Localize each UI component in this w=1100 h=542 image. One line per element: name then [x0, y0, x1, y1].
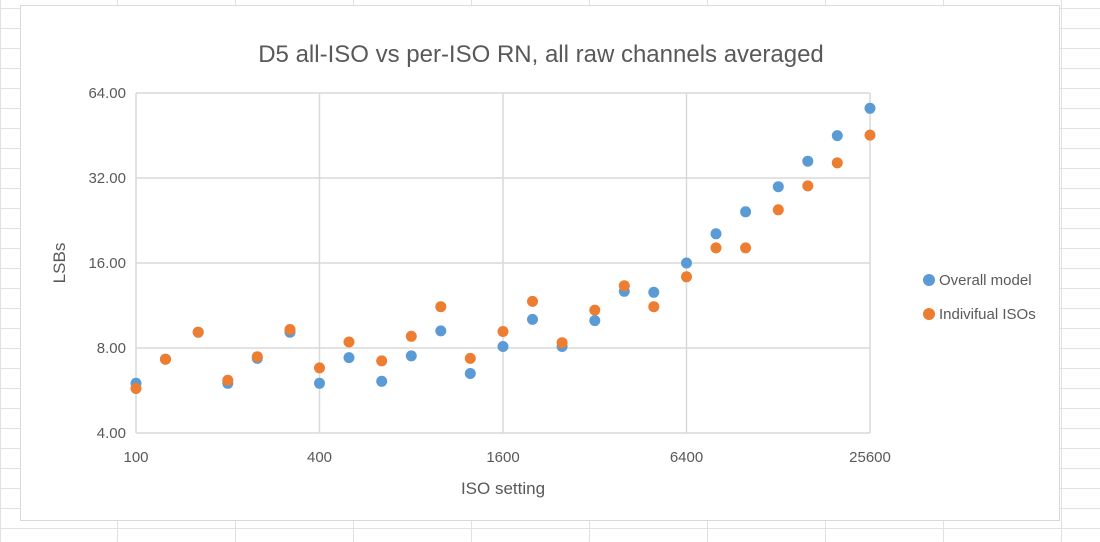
- individual-iso-point[interactable]: [251, 351, 263, 363]
- x-tick-label: 100: [123, 449, 148, 466]
- overall-model-point[interactable]: [772, 181, 784, 193]
- overall-model-point[interactable]: [831, 130, 843, 142]
- axis-ticks: 4.00 8.00 16.00 32.00 64.00 100 400 1600 6400 256…: [88, 85, 890, 466]
- overall-model-point[interactable]: [589, 315, 601, 327]
- y-tick-label: 32.00: [88, 170, 126, 187]
- overall-model-point[interactable]: [405, 350, 417, 362]
- overall-model-point[interactable]: [343, 352, 355, 364]
- y-axis-title[interactable]: LSBs: [50, 243, 69, 284]
- individual-iso-point[interactable]: [831, 157, 843, 169]
- overall-model-point[interactable]: [497, 341, 509, 352]
- y-tick-label: 4.00: [97, 425, 126, 442]
- individual-iso-point[interactable]: [464, 352, 476, 364]
- individual-iso-point[interactable]: [589, 304, 601, 316]
- individual-iso-point[interactable]: [497, 326, 509, 337]
- x-tick-label: 25600: [849, 449, 891, 466]
- overall-model-point[interactable]: [864, 102, 876, 114]
- individual-iso-point[interactable]: [130, 383, 142, 394]
- y-tick-label: 8.00: [97, 340, 126, 357]
- legend-label-overall-model: Overall model: [939, 272, 1032, 289]
- scatter-chart: 4.00 8.00 16.00 32.00 64.00 100 400 1600 6400 256…: [50, 41, 1036, 498]
- x-tick-label: 1600: [486, 449, 519, 466]
- chart-area[interactable]: 4.00 8.00 16.00 32.00 64.00 100 400 1600 6400 256…: [20, 5, 1060, 521]
- overall-model-point[interactable]: [710, 228, 722, 240]
- overall-model-point[interactable]: [740, 206, 752, 218]
- individual-iso-point[interactable]: [864, 129, 876, 141]
- individual-iso-point[interactable]: [405, 330, 417, 342]
- individual-iso-point[interactable]: [648, 301, 660, 313]
- gridlines: [135, 92, 871, 434]
- legend-marker-individual-isos: [923, 308, 935, 320]
- overall-model-point[interactable]: [435, 325, 447, 337]
- individual-iso-point[interactable]: [772, 204, 784, 216]
- chart-title[interactable]: D5 all-ISO vs per-ISO RN, all raw channe…: [258, 41, 824, 68]
- y-tick-label: 16.00: [88, 255, 126, 272]
- legend[interactable]: Overall model Indivifual ISOs: [923, 272, 1036, 323]
- individual-iso-point[interactable]: [376, 355, 388, 367]
- individual-iso-point[interactable]: [435, 301, 447, 313]
- overall-model-point[interactable]: [464, 368, 476, 379]
- individual-iso-point[interactable]: [527, 295, 538, 307]
- individual-iso-point[interactable]: [802, 180, 814, 192]
- individual-iso-point[interactable]: [160, 353, 171, 365]
- individual-iso-point[interactable]: [284, 324, 296, 335]
- overall-model-point[interactable]: [527, 313, 538, 325]
- overall-model-point[interactable]: [314, 377, 325, 389]
- overall-model-point[interactable]: [681, 257, 692, 269]
- x-axis-title[interactable]: ISO setting: [461, 479, 545, 498]
- individual-iso-point[interactable]: [618, 280, 630, 292]
- legend-label-individual-isos: Indivifual ISOs: [939, 306, 1036, 323]
- individual-iso-point[interactable]: [192, 326, 204, 338]
- y-tick-label: 64.00: [88, 85, 126, 102]
- individual-iso-point[interactable]: [222, 374, 234, 386]
- individual-iso-point[interactable]: [740, 242, 752, 254]
- individual-iso-point[interactable]: [314, 362, 325, 374]
- legend-marker-overall-model: [923, 274, 935, 286]
- overall-model-point[interactable]: [376, 375, 388, 387]
- x-tick-label: 400: [307, 449, 332, 466]
- x-tick-label: 6400: [670, 449, 703, 466]
- individual-iso-point[interactable]: [710, 242, 722, 254]
- overall-model-point[interactable]: [802, 155, 814, 167]
- overall-model-point[interactable]: [648, 286, 660, 298]
- data-points: [130, 102, 876, 394]
- individual-iso-point[interactable]: [343, 336, 355, 348]
- individual-iso-point[interactable]: [556, 337, 568, 349]
- individual-iso-point[interactable]: [681, 271, 692, 283]
